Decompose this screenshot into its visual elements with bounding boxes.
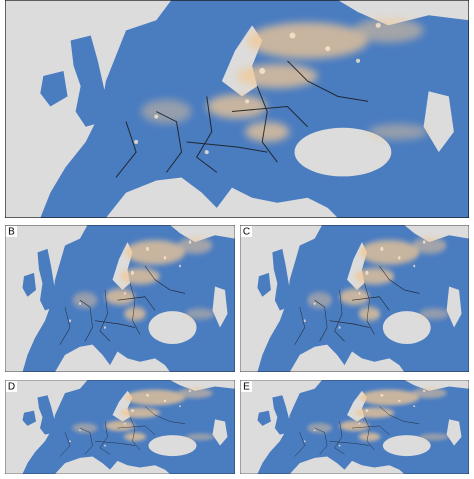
panel-label: C: [243, 227, 250, 238]
panel-label: B: [8, 227, 15, 238]
label-box: [241, 381, 252, 392]
map-panel-b: [5, 225, 235, 372]
map-panel-c: [240, 225, 469, 372]
map-panel-a: [5, 0, 469, 218]
panel-label: E: [243, 382, 250, 393]
label-box: [6, 226, 17, 237]
map-panel-d: [5, 380, 235, 474]
label-box: [241, 226, 252, 237]
map-panel-e: [240, 380, 469, 474]
label-box: [6, 381, 17, 392]
panel-label: D: [8, 382, 15, 393]
